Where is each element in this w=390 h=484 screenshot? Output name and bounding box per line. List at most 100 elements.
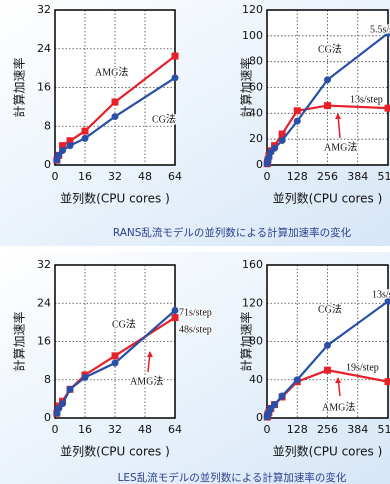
x-axis-label: 並列数(CPU cores ) xyxy=(273,444,383,459)
marker xyxy=(55,404,63,412)
marker xyxy=(171,52,179,60)
y-tick-label: 16 xyxy=(37,81,51,94)
x-tick-label: 0 xyxy=(264,170,271,183)
x-axis-label: 並列数(CPU cores ) xyxy=(273,191,383,206)
x-axis-label: 並列数(CPU cores ) xyxy=(60,444,170,459)
marker xyxy=(59,142,66,150)
series-label: AMG法 xyxy=(324,140,357,153)
y-axis-label: 計算加速率 xyxy=(12,311,27,371)
annotation: 19s/step xyxy=(346,362,379,373)
x-tick-label: 128 xyxy=(287,170,308,183)
y-tick-label: 0 xyxy=(44,158,51,171)
x-tick-label: 384 xyxy=(347,170,368,183)
marker xyxy=(278,130,286,138)
x-tick-label: 256 xyxy=(317,170,338,183)
marker xyxy=(111,359,119,367)
marker xyxy=(111,98,119,106)
x-tick-label: 512 xyxy=(378,423,390,436)
x-tick-label: 48 xyxy=(138,170,152,183)
y-tick-label: 60 xyxy=(249,81,263,94)
x-tick-label: 128 xyxy=(287,423,308,436)
marker xyxy=(324,366,331,374)
y-tick-label: 40 xyxy=(249,106,263,119)
marker xyxy=(384,378,390,386)
series-label: AMG法 xyxy=(95,65,128,78)
series-label: AMG法 xyxy=(322,400,355,413)
annotation: 5.5s/step xyxy=(370,24,390,35)
y-tick-label: 100 xyxy=(242,29,263,42)
x-tick-label: 48 xyxy=(138,423,152,436)
y-tick-label: 20 xyxy=(249,132,263,145)
x-tick-label: 256 xyxy=(317,423,338,436)
marker xyxy=(66,142,74,150)
y-tick-label: 40 xyxy=(249,373,263,386)
y-tick-label: 8 xyxy=(44,373,51,386)
y-tick-label: 160 xyxy=(242,258,263,271)
y-tick-label: 32 xyxy=(37,3,51,16)
marker xyxy=(66,137,74,145)
marker xyxy=(271,144,279,152)
series-label: CG法 xyxy=(112,317,136,330)
y-tick-label: 16 xyxy=(37,335,51,348)
x-tick-label: 32 xyxy=(108,170,122,183)
y-tick-label: 32 xyxy=(37,258,51,271)
x-tick-label: 0 xyxy=(264,423,271,436)
marker xyxy=(293,376,301,384)
marker xyxy=(55,151,63,159)
x-tick-label: 64 xyxy=(168,170,182,183)
marker xyxy=(278,136,286,144)
caption: RANS乱流モデルの並列数による計算加速率の変化 xyxy=(113,226,352,239)
y-tick-label: 8 xyxy=(44,119,51,132)
y-tick-label: 0 xyxy=(256,158,263,171)
marker xyxy=(171,314,179,322)
plot-frame xyxy=(266,264,389,419)
y-axis-label: 計算加速率 xyxy=(12,57,27,117)
annotation: 71s/step xyxy=(179,307,212,318)
arrow-head xyxy=(335,377,341,383)
annotation: 13s/step xyxy=(350,94,383,105)
marker xyxy=(81,134,89,142)
marker xyxy=(324,341,331,349)
marker xyxy=(384,297,390,305)
marker xyxy=(66,385,74,393)
marker xyxy=(81,373,89,381)
arrow-head xyxy=(147,351,153,357)
marker xyxy=(59,400,66,408)
x-tick-label: 64 xyxy=(168,423,182,436)
caption: LES乱流モデルの並列数による計算加速率の変化 xyxy=(118,471,347,484)
marker xyxy=(59,146,66,154)
marker xyxy=(278,392,286,400)
marker xyxy=(384,29,390,37)
x-tick-label: 16 xyxy=(78,170,92,183)
y-tick-label: 120 xyxy=(242,3,263,16)
y-axis-label: 計算加速率 xyxy=(239,311,254,371)
marker xyxy=(324,76,331,84)
marker xyxy=(271,401,279,409)
series-label: CG法 xyxy=(318,302,342,315)
marker xyxy=(324,102,331,110)
y-tick-label: 80 xyxy=(249,55,263,68)
x-tick-label: 32 xyxy=(108,423,122,436)
y-tick-label: 120 xyxy=(242,296,263,309)
y-tick-label: 24 xyxy=(37,42,51,55)
series-label: CG法 xyxy=(318,42,342,55)
plot-frame xyxy=(54,9,176,166)
x-tick-label: 384 xyxy=(347,423,368,436)
x-tick-label: 0 xyxy=(52,170,59,183)
x-axis-label: 並列数(CPU cores ) xyxy=(60,191,170,206)
marker xyxy=(171,306,179,314)
marker xyxy=(81,127,89,135)
series-label: CG法 xyxy=(152,112,176,125)
y-tick-label: 0 xyxy=(44,411,51,424)
y-tick-label: 80 xyxy=(249,335,263,348)
arrow-head xyxy=(335,113,341,119)
plot-frame xyxy=(54,264,176,419)
annotation: 48s/step xyxy=(179,324,212,335)
marker xyxy=(111,352,119,360)
marker xyxy=(293,107,301,115)
series-label: AMG法 xyxy=(130,374,163,387)
y-axis-label: 計算加速率 xyxy=(239,57,254,117)
x-tick-label: 0 xyxy=(52,423,59,436)
marker xyxy=(111,113,119,121)
